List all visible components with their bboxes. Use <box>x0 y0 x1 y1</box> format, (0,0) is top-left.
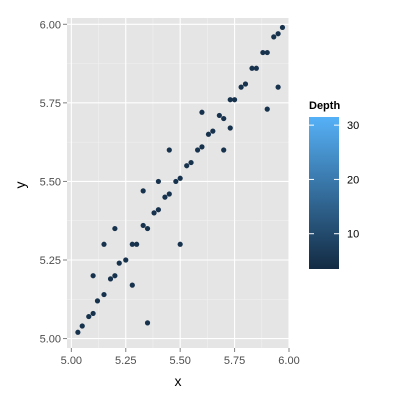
y-tick-label: 5.50 <box>40 176 61 188</box>
legend-colorbar <box>309 117 339 269</box>
data-point <box>75 329 81 335</box>
data-point <box>101 241 107 247</box>
legend-tick-label: 10 <box>347 229 359 241</box>
data-point <box>166 191 172 197</box>
data-point <box>279 24 286 31</box>
data-point <box>177 241 183 247</box>
data-point <box>144 225 151 232</box>
data-point <box>90 273 96 279</box>
data-point <box>151 210 157 216</box>
data-point <box>260 49 266 56</box>
y-tick-label: 6.00 <box>40 19 61 31</box>
data-point <box>199 144 205 150</box>
data-point <box>173 178 179 185</box>
y-tick-label: 5.75 <box>40 98 61 110</box>
data-point <box>275 84 281 90</box>
data-point <box>264 106 270 112</box>
data-point <box>140 222 146 229</box>
data-point <box>116 260 122 266</box>
data-point <box>271 34 277 40</box>
x-tick-label: 5.00 <box>61 355 82 367</box>
data-point <box>129 282 135 288</box>
legend-tick-label: 20 <box>347 174 359 186</box>
data-point <box>253 65 259 71</box>
data-point <box>231 97 238 103</box>
y-axis-title: y <box>12 182 28 189</box>
data-point <box>188 159 194 166</box>
data-point <box>101 291 107 298</box>
y-axis-ticks: 5.00 5.25 5.50 5.75 6.00 <box>40 19 67 346</box>
data-point <box>155 178 162 185</box>
legend-title: Depth <box>309 100 340 112</box>
data-point <box>227 97 233 103</box>
data-point <box>112 225 118 232</box>
data-points <box>75 24 286 335</box>
data-point <box>216 112 222 119</box>
minor-grid <box>67 18 289 348</box>
data-point <box>194 147 201 153</box>
data-point <box>86 313 92 320</box>
data-point <box>144 320 151 326</box>
y-tick-label: 5.00 <box>40 334 61 346</box>
data-point <box>107 276 114 282</box>
data-point <box>112 273 118 279</box>
legend-tick-label: 30 <box>347 120 359 132</box>
major-grid <box>67 18 290 348</box>
data-point <box>249 65 255 71</box>
data-point <box>155 207 162 213</box>
x-axis-title: x <box>175 373 182 389</box>
data-point <box>134 241 140 247</box>
data-point <box>227 125 233 131</box>
data-point <box>275 31 281 37</box>
x-tick-label: 5.75 <box>224 355 245 367</box>
x-tick-label: 5.25 <box>115 355 136 367</box>
legend-ticks: 10 20 30 <box>309 120 359 241</box>
data-point <box>242 81 249 87</box>
data-point <box>238 84 244 90</box>
data-point <box>140 188 146 194</box>
data-point <box>123 257 129 263</box>
data-point <box>90 310 96 317</box>
data-point <box>184 163 190 169</box>
data-point <box>221 147 227 153</box>
data-point <box>210 128 216 134</box>
data-point <box>129 241 135 247</box>
data-point <box>79 323 85 329</box>
data-point <box>221 115 227 122</box>
data-point <box>177 175 183 181</box>
data-point <box>264 49 270 56</box>
data-point <box>162 194 168 200</box>
data-point <box>199 109 205 115</box>
x-axis-ticks: 5.00 5.25 5.50 5.75 6.00 <box>61 348 300 367</box>
data-point <box>94 298 101 304</box>
data-point <box>205 131 212 137</box>
x-tick-label: 6.00 <box>278 355 299 367</box>
legend: Depth 10 20 30 <box>309 100 359 269</box>
x-tick-label: 5.50 <box>169 355 190 367</box>
data-point <box>166 147 172 153</box>
y-tick-label: 5.25 <box>40 255 61 267</box>
